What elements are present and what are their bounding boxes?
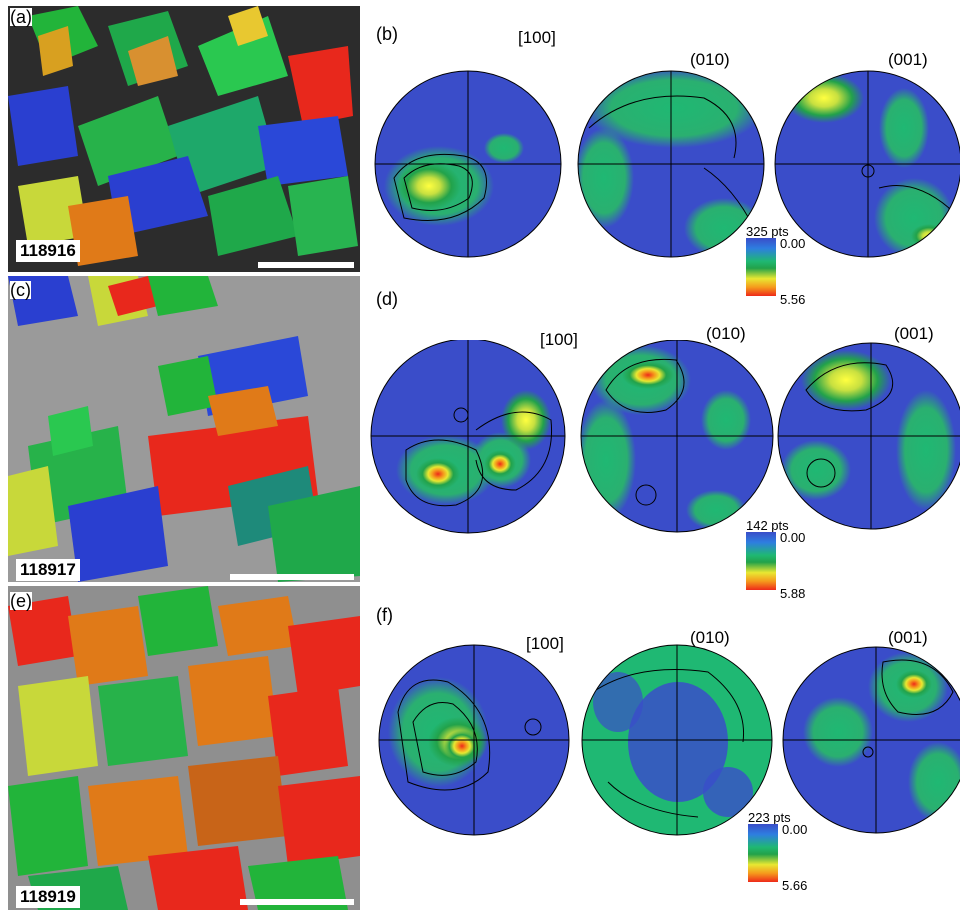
point-count-f: 223 pts bbox=[748, 810, 791, 825]
panel-label-f: (f) bbox=[376, 605, 393, 625]
axis-label-b-010: (010) bbox=[690, 50, 730, 69]
pole-figure-b bbox=[374, 70, 960, 258]
panel-label-a: (a) bbox=[10, 7, 32, 27]
pole-figure-f bbox=[378, 644, 960, 836]
panel-label-e: (e) bbox=[10, 591, 32, 611]
color-scale-d bbox=[746, 532, 776, 590]
scale-min-d: 0.00 bbox=[780, 530, 806, 545]
ebsd-map-a bbox=[8, 6, 360, 272]
pole-circle-d-100 bbox=[370, 340, 566, 534]
sample-id-a: 118916 bbox=[16, 240, 80, 262]
ebsd-map-e bbox=[8, 586, 360, 910]
panel-label-d: (d) bbox=[376, 289, 398, 309]
sample-id-e: 118919 bbox=[16, 886, 80, 908]
scale-bar-a bbox=[258, 262, 354, 268]
axis-label-d-100: [100] bbox=[540, 330, 578, 349]
color-scale-b bbox=[746, 238, 776, 296]
pole-circle-d-001 bbox=[777, 342, 960, 530]
grain-cluster bbox=[8, 6, 358, 266]
scale-bar-c bbox=[230, 574, 354, 580]
scale-max-f: 5.66 bbox=[782, 878, 808, 893]
axis-label-f-001: (001) bbox=[888, 628, 928, 647]
grain-cluster bbox=[8, 586, 360, 910]
grain-cluster bbox=[8, 276, 360, 582]
pole-circle-b-100 bbox=[374, 70, 562, 258]
pole-circle-b-001 bbox=[774, 70, 960, 258]
scale-min-b: 0.00 bbox=[780, 236, 806, 251]
scale-bar-e bbox=[240, 899, 354, 905]
axis-label-f-100: [100] bbox=[526, 634, 564, 653]
scale-max-d: 5.88 bbox=[780, 586, 806, 601]
pole-circle-f-001 bbox=[782, 646, 960, 834]
panel-label-b: (b) bbox=[376, 24, 398, 44]
point-count-b: 325 pts bbox=[746, 224, 789, 239]
color-scale-f bbox=[748, 824, 778, 882]
axis-label-b-100: [100] bbox=[518, 28, 556, 47]
sample-id-c: 118917 bbox=[16, 559, 80, 581]
pole-figure-d bbox=[370, 340, 960, 534]
pole-circle-d-010 bbox=[580, 340, 774, 533]
panel-label-c: (c) bbox=[10, 280, 31, 300]
scale-min-f: 0.00 bbox=[782, 822, 808, 837]
axis-label-f-010: (010) bbox=[690, 628, 730, 647]
ebsd-map-c bbox=[8, 276, 360, 582]
axis-label-b-001: (001) bbox=[888, 50, 928, 69]
pole-circle-b-010 bbox=[577, 70, 765, 258]
axis-label-d-001: (001) bbox=[894, 324, 934, 343]
axis-label-d-010: (010) bbox=[706, 324, 746, 343]
pole-circle-f-010 bbox=[581, 644, 773, 836]
scale-max-b: 5.56 bbox=[780, 292, 806, 307]
point-count-d: 142 pts bbox=[746, 518, 789, 533]
pole-circle-f-100 bbox=[378, 644, 570, 836]
